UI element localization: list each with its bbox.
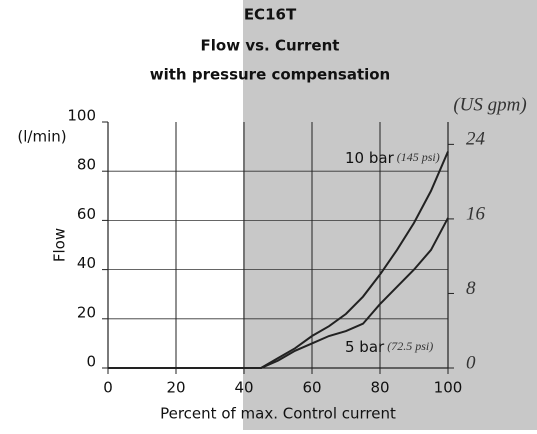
chart-title: EC16T xyxy=(244,6,297,24)
y-tick-label: 100 xyxy=(67,107,96,125)
series-label: 5 bar (72.5 psi) xyxy=(345,338,433,356)
x-tick-label: 40 xyxy=(234,379,253,397)
y2-unit: (US gpm) xyxy=(453,94,526,115)
y-tick-label: 0 xyxy=(86,353,96,371)
y-tick-label: 40 xyxy=(77,254,96,272)
x-tick-label: 0 xyxy=(103,379,113,397)
y2-tick-label: 16 xyxy=(466,203,486,224)
y-axis-label: Flow xyxy=(51,228,69,262)
series-name: 5 bar xyxy=(345,338,385,356)
series-line xyxy=(108,151,449,369)
series-label: 10 bar (145 psi) xyxy=(345,149,440,167)
chart-title: with pressure compensation xyxy=(150,66,390,84)
y-unit: (l/min) xyxy=(17,128,66,146)
series-note: (72.5 psi) xyxy=(387,339,433,353)
series-line xyxy=(108,217,449,369)
y2-tick-label: 8 xyxy=(466,278,476,299)
series-name: 10 bar xyxy=(345,149,395,167)
x-tick-label: 20 xyxy=(166,379,185,397)
x-tick-label: 100 xyxy=(434,379,463,397)
y2-tick-label: 0 xyxy=(466,352,476,373)
x-tick-label: 80 xyxy=(370,379,389,397)
y-tick-label: 80 xyxy=(77,156,96,174)
y-tick-label: 60 xyxy=(77,205,96,223)
y2-tick-label: 24 xyxy=(466,129,486,150)
series-note: (145 psi) xyxy=(397,150,440,164)
x-tick-label: 60 xyxy=(302,379,321,397)
axis-frame xyxy=(107,122,449,369)
x-axis-label: Percent of max. Control current xyxy=(160,405,396,423)
y-tick-label: 20 xyxy=(77,303,96,321)
chart-title: Flow vs. Current xyxy=(201,37,340,55)
shaded-region xyxy=(243,0,537,430)
